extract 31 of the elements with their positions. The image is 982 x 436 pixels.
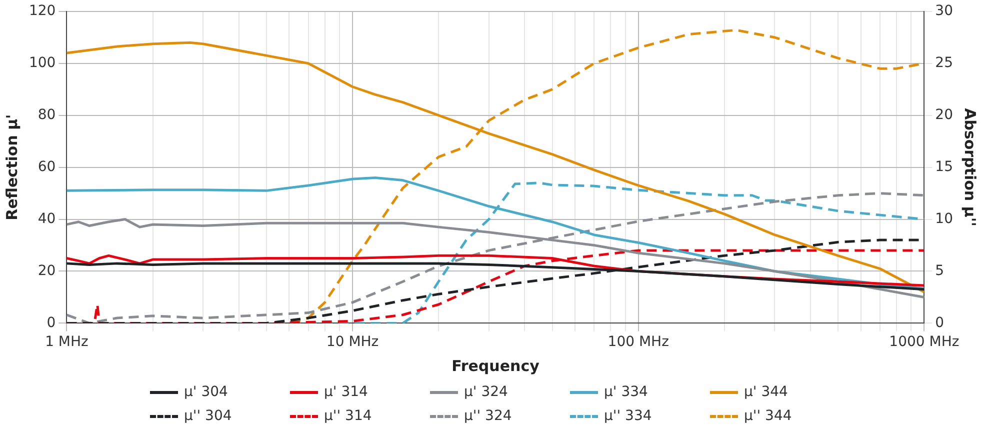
legend-label: μ'' 334 <box>604 408 652 424</box>
y2-tick-label: 10 <box>935 210 954 227</box>
legend-label: μ'' 324 <box>464 408 512 424</box>
y2-tick-label: 15 <box>935 158 954 175</box>
y2-tick-label: 5 <box>935 262 944 279</box>
y-axis-title: Reflection μ' <box>2 114 21 220</box>
legend-label: μ' 334 <box>604 384 648 400</box>
y-tick-label: 40 <box>38 210 56 227</box>
y2-axis-title: Absorption μ'' <box>961 108 980 227</box>
x-tick-label: 1000 MHz <box>889 334 960 350</box>
x-tick-label: 100 MHz <box>608 334 669 350</box>
y-tick-label: 0 <box>46 314 56 331</box>
legend-label: μ'' 314 <box>324 408 372 424</box>
legend-label: μ' 344 <box>744 384 788 400</box>
legend-label: μ'' 344 <box>744 408 792 424</box>
x-tick-label: 1 MHz <box>45 334 88 350</box>
legend-label: μ' 304 <box>184 384 228 400</box>
y2-tick-label: 25 <box>935 55 954 72</box>
x-tick-label: 10 MHz <box>326 334 379 350</box>
y-tick-label: 20 <box>38 262 56 279</box>
legend-label: μ'' 304 <box>184 408 232 424</box>
legend-label: μ' 314 <box>324 384 368 400</box>
y-tick-label: 120 <box>28 3 56 20</box>
y-tick-label: 100 <box>28 55 56 72</box>
y-tick-label: 60 <box>38 158 56 175</box>
y2-tick-label: 0 <box>935 314 944 331</box>
y2-tick-label: 30 <box>935 3 954 20</box>
x-axis-title: Frequency <box>452 356 540 375</box>
legend-label: μ' 324 <box>464 384 508 400</box>
y-tick-label: 80 <box>38 106 56 123</box>
y2-tick-label: 20 <box>935 106 954 123</box>
